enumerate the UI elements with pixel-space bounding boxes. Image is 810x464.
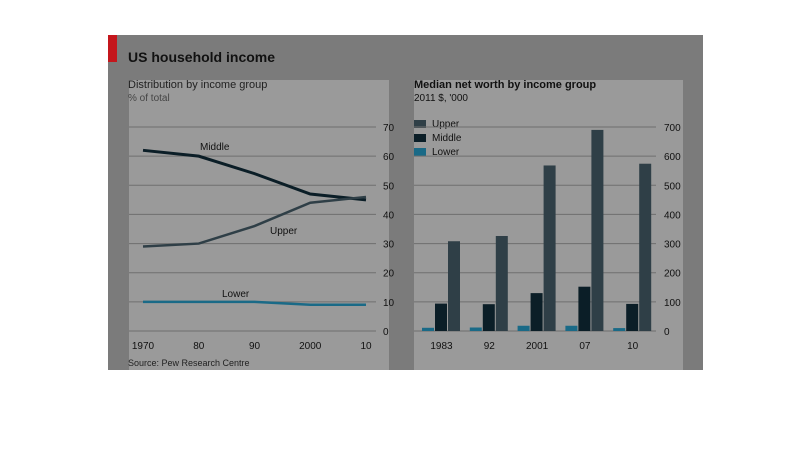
chart-figure: US household income Distribution by inco… xyxy=(108,35,703,370)
legend-upper: Upper xyxy=(414,119,459,130)
bar-middle-10 xyxy=(626,303,639,331)
left-y-tick-label: 40 xyxy=(383,210,395,221)
right-y-tick-label: 100 xyxy=(664,298,681,309)
bar-middle-07 xyxy=(578,286,591,331)
series-label-upper: Upper xyxy=(270,226,298,237)
series-line-middle xyxy=(142,148,367,202)
legend-swatch-upper xyxy=(414,120,426,129)
right-y-tick-label: 300 xyxy=(664,240,681,251)
bar-lower-2001 xyxy=(517,325,530,331)
legend-swatch-middle xyxy=(414,134,426,143)
right-y-tick-label: 0 xyxy=(664,327,670,338)
legend-label-upper: Upper xyxy=(432,119,460,130)
right-y-tick-label: 400 xyxy=(664,210,681,221)
left-y-tick-label: 50 xyxy=(383,181,395,192)
brand-tab xyxy=(108,35,117,62)
right-y-tick-label: 500 xyxy=(664,181,681,192)
right-chart-title: Median net worth by income group xyxy=(414,79,597,91)
left-y-tick-label: 70 xyxy=(383,123,395,134)
series-label-middle: Middle xyxy=(200,142,230,153)
bar-lower-07 xyxy=(565,325,578,331)
bar-upper-2001 xyxy=(543,165,556,331)
right-x-tick-label: 92 xyxy=(484,341,496,352)
right-x-tick-label: 2001 xyxy=(526,341,549,352)
right-x-tick-label: 1983 xyxy=(430,341,453,352)
series-line-lower xyxy=(143,300,366,307)
legend-swatch-lower xyxy=(414,148,426,157)
right-y-tick-label: 600 xyxy=(664,152,681,163)
bar-lower-92 xyxy=(469,327,482,331)
left-y-tick-label: 10 xyxy=(383,298,395,309)
bar-upper-92 xyxy=(495,235,508,331)
bar-upper-10 xyxy=(639,163,652,331)
left-chart-unit: % of total xyxy=(128,93,170,104)
right-x-tick-label: 07 xyxy=(579,341,591,352)
series-label-lower: Lower xyxy=(222,289,250,300)
left-chart-subtitle: Distribution by income group xyxy=(128,79,268,91)
left-x-tick-label: 80 xyxy=(193,341,205,352)
series-line-upper xyxy=(142,195,367,248)
legend-label-lower: Lower xyxy=(432,147,460,158)
left-x-tick-label: 1970 xyxy=(132,341,155,352)
bar-middle-92 xyxy=(482,304,495,331)
legend-lower: Lower xyxy=(414,147,459,158)
right-y-tick-label: 700 xyxy=(664,123,681,134)
bar-upper-07 xyxy=(591,129,604,331)
right-y-tick-label: 200 xyxy=(664,269,681,280)
legend-label-middle: Middle xyxy=(432,133,462,144)
bar-lower-1983 xyxy=(422,327,434,331)
source-note: Source: Pew Research Centre xyxy=(128,358,250,368)
left-y-tick-label: 20 xyxy=(383,269,395,280)
left-x-tick-label: 2000 xyxy=(299,341,322,352)
left-y-tick-label: 30 xyxy=(383,240,395,251)
bar-upper-1983 xyxy=(448,241,460,331)
right-x-tick-label: 10 xyxy=(627,341,639,352)
left-y-tick-label: 60 xyxy=(383,152,395,163)
left-x-tick-label: 10 xyxy=(360,341,372,352)
bar-lower-10 xyxy=(613,328,626,331)
left-x-tick-label: 90 xyxy=(249,341,261,352)
legend-middle: Middle xyxy=(414,133,461,144)
bar-middle-1983 xyxy=(435,303,447,331)
bar-middle-2001 xyxy=(530,293,543,331)
right-chart-unit: 2011 $, '000 xyxy=(414,93,468,104)
chart-title: US household income xyxy=(128,49,276,65)
left-y-tick-label: 0 xyxy=(383,327,389,338)
